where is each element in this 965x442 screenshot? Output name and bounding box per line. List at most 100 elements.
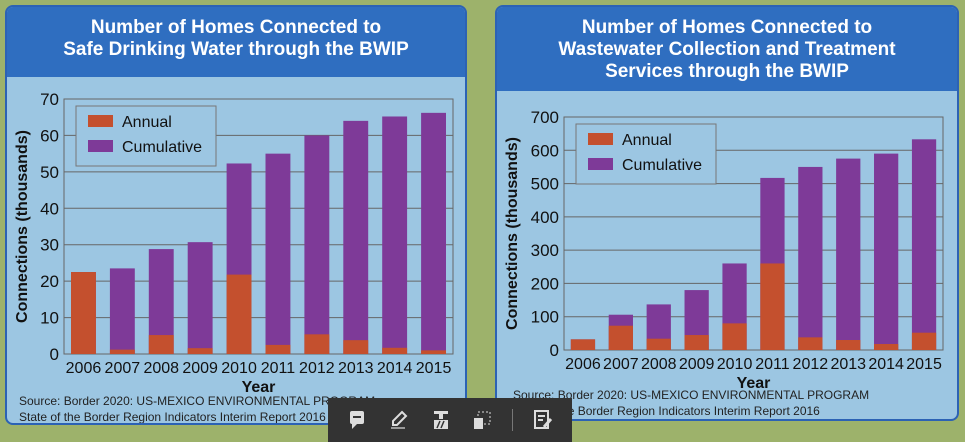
- bar-cumulative: [798, 166, 823, 350]
- chart-title: Number of Homes Connected to Wastewater …: [497, 7, 957, 91]
- chart-panel-wastewater: Number of Homes Connected to Wastewater …: [495, 5, 959, 421]
- x-tick-label: 2007: [603, 356, 639, 373]
- bar-cumulative: [304, 135, 330, 354]
- y-tick-label: 300: [531, 241, 559, 260]
- bar-cumulative: [911, 139, 937, 350]
- x-tick-label: 2014: [377, 360, 413, 377]
- x-tick-label: 2009: [182, 360, 218, 377]
- x-tick-label: 2008: [143, 360, 179, 377]
- title-line: Safe Drinking Water through the BWIP: [63, 39, 409, 60]
- x-tick-label: 2011: [261, 360, 296, 377]
- comment-icon[interactable]: [345, 408, 369, 432]
- y-tick-label: 40: [40, 199, 59, 218]
- y-tick-label: 50: [40, 163, 59, 182]
- chart-panel-drinking-water: Number of Homes Connected to Safe Drinki…: [5, 5, 467, 425]
- annotation-toolbar: [328, 398, 572, 442]
- source-line: Source: Border 2020: US-MEXICO ENVIRONME…: [513, 388, 870, 402]
- highlight-pen-icon[interactable]: [387, 408, 411, 432]
- legend-label-annual: Annual: [622, 132, 672, 149]
- y-tick-label: 700: [531, 108, 559, 127]
- bar-annual: [646, 338, 671, 350]
- text-strikethrough-icon[interactable]: [429, 408, 453, 432]
- bar-annual: [109, 349, 135, 354]
- bar-annual: [343, 340, 369, 354]
- y-axis-label: Connections (thousands): [14, 130, 31, 323]
- x-tick-label: 2010: [221, 360, 257, 377]
- y-tick-label: 20: [40, 272, 59, 291]
- y-tick-label: 400: [531, 208, 559, 227]
- bar-cumulative: [187, 242, 213, 354]
- legend-label-cumulative: Cumulative: [122, 139, 202, 156]
- x-tick-label: 2007: [105, 360, 141, 377]
- x-tick-label: 2013: [338, 360, 374, 377]
- bar-annual: [570, 339, 596, 350]
- bar-annual: [874, 344, 899, 350]
- x-tick-label: 2015: [416, 360, 452, 377]
- title-line: Services through the BWIP: [605, 61, 849, 82]
- y-tick-label: 200: [531, 274, 559, 293]
- bar-annual: [911, 332, 937, 350]
- bar-annual: [226, 274, 252, 354]
- bar-cumulative: [874, 153, 899, 350]
- source-line: Source: Border 2020: US-MEXICO ENVIRONME…: [19, 394, 376, 408]
- bar-annual: [684, 335, 709, 350]
- bar-annual: [382, 347, 408, 354]
- bar-annual: [187, 348, 213, 354]
- y-axis-label: Connections (thousands): [504, 137, 521, 330]
- bar-annual: [760, 263, 785, 350]
- title-line: Number of Homes Connected to: [581, 17, 873, 38]
- x-tick-label: 2012: [299, 360, 335, 377]
- x-tick-label: 2006: [565, 356, 601, 373]
- x-tick-label: 2009: [679, 356, 715, 373]
- title-line: Wastewater Collection and Treatment: [558, 39, 896, 60]
- legend-swatch-cumulative: [588, 158, 613, 170]
- bar-annual: [421, 350, 446, 354]
- legend-swatch-cumulative: [88, 140, 113, 152]
- x-tick-label: 2013: [830, 356, 866, 373]
- source-line: State of the Border Region Indicators In…: [19, 410, 326, 424]
- y-tick-label: 60: [40, 126, 59, 145]
- bar-cumulative: [343, 120, 369, 354]
- y-tick-label: 500: [531, 175, 559, 194]
- x-tick-label: 2008: [641, 356, 677, 373]
- x-tick-label: 2014: [868, 356, 904, 373]
- y-tick-label: 10: [40, 309, 59, 328]
- bar-annual: [608, 325, 633, 350]
- legend-swatch-annual: [588, 133, 613, 145]
- bar-cumulative: [265, 153, 291, 354]
- toolbar-divider: [512, 409, 514, 431]
- bar-cumulative: [109, 268, 135, 354]
- y-tick-label: 0: [550, 341, 559, 360]
- x-tick-label: 2011: [755, 356, 790, 373]
- edit-document-icon[interactable]: [531, 408, 555, 432]
- bar-cumulative: [421, 112, 446, 354]
- bar-annual: [265, 344, 291, 354]
- x-tick-label: 2006: [66, 360, 102, 377]
- y-tick-label: 70: [40, 90, 59, 109]
- legend-label-annual: Annual: [122, 114, 172, 131]
- x-tick-label: 2012: [793, 356, 829, 373]
- bar-annual: [304, 334, 330, 354]
- source-line: State of the Border Region Indicators In…: [513, 404, 820, 418]
- bar-annual: [148, 335, 174, 354]
- bar-annual: [722, 323, 747, 350]
- bar-cumulative: [836, 158, 861, 350]
- x-tick-label: 2015: [906, 356, 942, 373]
- source-note: Source: Border 2020: US-MEXICO ENVIRONME…: [19, 393, 376, 424]
- crop-select-icon[interactable]: [470, 408, 494, 432]
- y-tick-label: 30: [40, 236, 59, 255]
- legend-label-cumulative: Cumulative: [622, 157, 702, 174]
- source-note: Source: Border 2020: US-MEXICO ENVIRONME…: [513, 387, 869, 419]
- title-line: Number of Homes Connected to: [90, 17, 382, 38]
- bar-annual: [798, 337, 823, 350]
- bar-cumulative: [382, 116, 408, 354]
- chart-title: Number of Homes Connected to Safe Drinki…: [7, 7, 465, 77]
- bar-annual: [836, 340, 861, 350]
- y-tick-label: 600: [531, 141, 559, 160]
- bar-annual: [71, 272, 96, 354]
- x-tick-label: 2010: [717, 356, 753, 373]
- y-tick-label: 0: [50, 345, 59, 364]
- y-tick-label: 100: [531, 308, 559, 327]
